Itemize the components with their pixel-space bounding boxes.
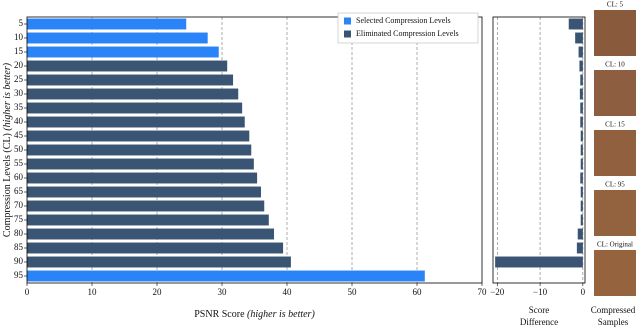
bar bbox=[575, 32, 583, 44]
bar bbox=[27, 242, 284, 254]
bar bbox=[27, 46, 219, 58]
sample-image bbox=[594, 250, 636, 296]
x-tick-label: 40 bbox=[283, 287, 293, 297]
bar bbox=[27, 102, 243, 114]
legend-box bbox=[337, 12, 479, 44]
sample-label: CL: 10 bbox=[605, 61, 625, 69]
bar bbox=[27, 228, 274, 240]
y-tick-label: 20 bbox=[14, 60, 24, 70]
x-axis-label-main: PSNR Score bbox=[194, 309, 245, 320]
bar bbox=[27, 74, 234, 86]
legend-swatch bbox=[344, 17, 351, 25]
bar bbox=[27, 256, 291, 268]
sample-label: CL: Original bbox=[597, 241, 633, 249]
bar bbox=[568, 18, 583, 30]
plot-frame bbox=[492, 16, 586, 284]
y-tick-label: 25 bbox=[14, 74, 24, 84]
y-tick-label: 60 bbox=[14, 172, 24, 182]
legend-swatch bbox=[344, 30, 351, 38]
y-axis-label-main: Compression Levels (CL) bbox=[2, 133, 13, 237]
x-axis-label: Score bbox=[529, 305, 550, 315]
bar bbox=[27, 60, 228, 72]
y-tick-label: 80 bbox=[14, 228, 24, 238]
x-tick-label: 20 bbox=[153, 287, 163, 297]
x-tick-label: 50 bbox=[348, 287, 358, 297]
y-tick-label: 55 bbox=[14, 158, 24, 168]
bar bbox=[580, 116, 583, 128]
x-tick-label: 10 bbox=[88, 287, 98, 297]
bar bbox=[27, 116, 245, 128]
bar bbox=[580, 130, 583, 142]
bar bbox=[578, 46, 583, 58]
bar bbox=[27, 270, 425, 282]
sample-image bbox=[594, 10, 636, 56]
bar bbox=[580, 158, 583, 170]
y-tick-label: 40 bbox=[14, 116, 24, 126]
sample-image bbox=[594, 130, 636, 176]
bar bbox=[580, 144, 583, 156]
bar bbox=[580, 172, 583, 184]
y-axis-label: Compression Levels (CL) (higher is bette… bbox=[2, 62, 13, 237]
x-tick-label: 0 bbox=[25, 287, 30, 297]
sample-image bbox=[594, 190, 636, 236]
x-tick-label: −10 bbox=[533, 287, 548, 297]
y-tick-label: 65 bbox=[14, 186, 24, 196]
sample-label: CL: 15 bbox=[605, 121, 625, 129]
bar bbox=[27, 18, 187, 30]
bar bbox=[27, 186, 261, 198]
y-tick-label: 35 bbox=[14, 102, 24, 112]
bar bbox=[580, 200, 583, 212]
y-tick-label: 5 bbox=[19, 18, 24, 28]
legend-label: Eliminated Compression Levels bbox=[356, 29, 459, 38]
bar bbox=[579, 60, 583, 72]
bar bbox=[580, 102, 583, 114]
y-tick-label: 90 bbox=[14, 256, 24, 266]
x-tick-label: 70 bbox=[478, 287, 488, 297]
bar bbox=[27, 144, 252, 156]
y-tick-label: 30 bbox=[14, 88, 24, 98]
x-axis-label: PSNR Score (higher is better) bbox=[194, 309, 315, 320]
x-tick-label: 30 bbox=[218, 287, 228, 297]
legend-label: Selected Compression Levels bbox=[356, 16, 451, 25]
y-tick-label: 75 bbox=[14, 214, 24, 224]
bar bbox=[579, 88, 583, 100]
bar bbox=[27, 200, 265, 212]
bar bbox=[580, 74, 583, 86]
x-axis-label: Difference bbox=[520, 317, 558, 327]
bar bbox=[27, 172, 258, 184]
x-tick-label: 60 bbox=[413, 287, 423, 297]
bar bbox=[577, 228, 583, 240]
plot-frame bbox=[26, 16, 483, 284]
bar bbox=[576, 242, 583, 254]
bar bbox=[27, 158, 254, 170]
y-tick-label: 70 bbox=[14, 200, 24, 210]
bar bbox=[27, 130, 250, 142]
y-tick-label: 10 bbox=[14, 32, 24, 42]
sample-label: CL: 5 bbox=[607, 1, 624, 9]
y-axis-label-note: (higher is better) bbox=[2, 62, 13, 130]
sample-label: CL: 95 bbox=[605, 181, 625, 189]
y-tick-label: 95 bbox=[14, 270, 24, 280]
bar bbox=[580, 186, 583, 198]
x-tick-label: 0 bbox=[581, 287, 586, 297]
sample-image bbox=[594, 70, 636, 116]
x-axis-label-note: (higher is better) bbox=[247, 309, 315, 320]
y-tick-label: 50 bbox=[14, 144, 24, 154]
bar bbox=[580, 214, 583, 226]
samples: CL: 5 CL: 10 CL: 15 CL: 95 CL: Original … bbox=[591, 1, 636, 327]
x-tick-label: −20 bbox=[490, 287, 505, 297]
samples-title: Samples bbox=[598, 317, 629, 327]
y-tick-label: 15 bbox=[14, 46, 24, 56]
samples-title: Compressed bbox=[591, 305, 636, 315]
bar bbox=[495, 256, 583, 268]
y-tick-label: 45 bbox=[14, 130, 24, 140]
bar bbox=[27, 214, 269, 226]
bar bbox=[27, 32, 208, 44]
bar bbox=[27, 88, 239, 100]
y-tick-label: 85 bbox=[14, 242, 24, 252]
